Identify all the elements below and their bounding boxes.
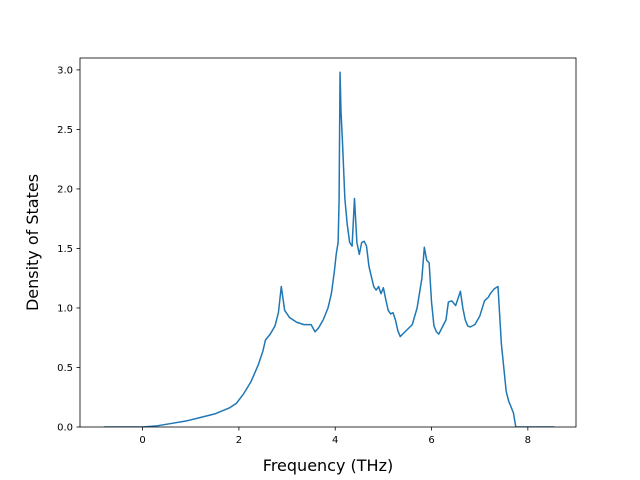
plot-area <box>79 57 577 428</box>
y-axis-label: Density of States <box>23 174 42 311</box>
x-tick-label: 0 <box>139 435 145 446</box>
y-tick-label: 0.5 <box>57 363 73 374</box>
dos-series-line <box>104 71 555 427</box>
y-tick-label: 1.0 <box>57 303 73 314</box>
x-tick-label: 8 <box>525 435 531 446</box>
y-tick-label: 0.0 <box>57 423 73 434</box>
y-tick-label: 2.0 <box>57 184 73 195</box>
x-axis-ticks: 0 2 4 6 8 <box>139 427 531 446</box>
y-tick-label: 1.5 <box>57 244 73 255</box>
x-tick-label: 6 <box>428 435 434 446</box>
plot-frame <box>79 57 577 428</box>
x-axis-label: Frequency (THz) <box>263 456 393 475</box>
x-tick-label: 4 <box>332 435 338 446</box>
x-tick-label: 2 <box>236 435 242 446</box>
y-tick-label: 3.0 <box>57 65 73 76</box>
y-tick-label: 2.5 <box>57 125 73 136</box>
y-axis-ticks: 0.0 0.5 1.0 1.5 2.0 2.5 3.0 <box>57 65 80 434</box>
